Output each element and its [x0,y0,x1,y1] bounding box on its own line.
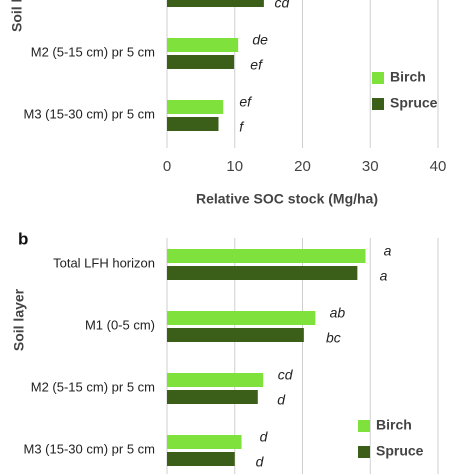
x-axis-title: Relative SOC stock (Mg/ha) [196,191,378,207]
x-tick-label: 40 [430,158,447,175]
y-tick-label: Total LFH horizon [53,255,155,270]
legend-label: Birch [376,417,412,433]
bar [167,266,358,280]
bar-annotation: ef [239,94,253,110]
bar [167,373,264,387]
bar-annotation: a [380,268,388,284]
bar [167,100,224,114]
x-tick-label: 10 [226,158,243,175]
y-tick-label: M2 (5-15 cm) pr 5 cm [31,379,155,394]
legend-swatch [358,420,370,432]
x-tick-label: 30 [362,158,379,175]
y-tick-label: M1 (0-5 cm) [85,317,155,332]
bar [167,0,264,7]
bar [167,390,258,404]
bar-annotation: cd [274,0,290,11]
x-tick-label: 20 [294,158,311,175]
legend-swatch [372,72,384,84]
bar-annotation: d [277,392,286,408]
bar [167,38,239,52]
y-tick-label: M3 (15-30 cm) pr 5 cm [24,441,155,456]
bar [167,311,316,325]
legend-label: Birch [390,69,426,85]
bar-annotation: cd [278,367,294,383]
bar-annotation: de [252,32,268,48]
y-tick-label: M3 (15-30 cm) pr 5 cm [24,106,155,121]
bar [167,249,366,263]
bar-annotation: d [256,454,265,470]
bar [167,435,242,449]
y-axis-title: Soil layer [11,288,27,351]
legend-swatch [358,446,370,458]
bar-annotation: f [239,119,245,135]
panel-label: b [18,229,28,248]
bar [167,117,219,131]
bar-annotation: ef [250,57,264,73]
legend-swatch [372,98,384,110]
bar-annotation: d [260,429,269,445]
bar [167,328,304,342]
bar [167,452,235,466]
legend-label: Spruce [390,95,438,111]
bar-annotation: bc [326,330,341,346]
bar-annotation: a [384,243,392,259]
legend-label: Spruce [376,443,424,459]
bar-annotation: ab [330,305,346,321]
y-axis-title: Soil layer [9,0,25,32]
bar [167,55,235,69]
x-tick-label: 0 [163,158,171,175]
y-tick-label: M2 (5-15 cm) pr 5 cm [31,44,155,59]
